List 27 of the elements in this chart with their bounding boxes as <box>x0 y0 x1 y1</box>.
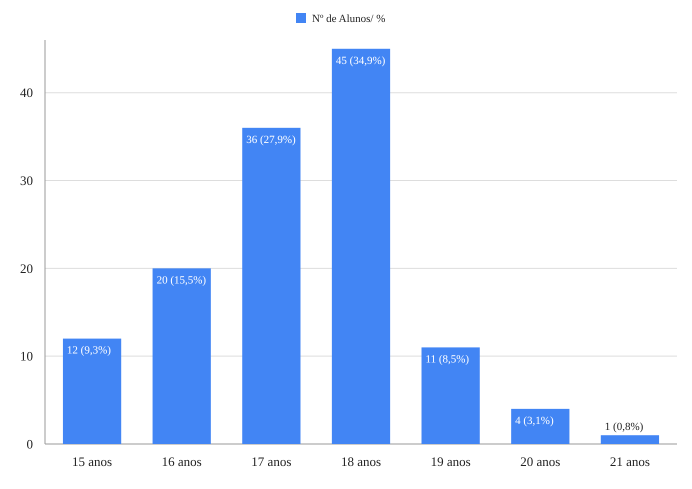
x-tick-label: 21 anos <box>610 454 650 469</box>
text: 36 (27,9%) <box>246 134 296 146</box>
text: 20 (15,5%) <box>156 274 206 286</box>
bar <box>242 128 300 444</box>
text: 11 (8,5%) <box>426 353 470 366</box>
y-tick-label: 20 <box>20 260 33 276</box>
text: 1 (0,8%) <box>604 421 644 434</box>
x-tick-label: 18 anos <box>340 454 382 469</box>
bar <box>600 435 660 444</box>
legend-label: Nº de Alunos/ % <box>312 12 386 25</box>
bar <box>152 268 211 444</box>
y-tick-label: 10 <box>20 348 33 364</box>
bar <box>422 347 480 444</box>
text: 12 (9,3%) <box>66 344 111 357</box>
y-tick-label: 0 <box>26 436 33 452</box>
text: 4 (3,1%) <box>515 414 554 427</box>
x-tick-label: 16 anos <box>162 454 202 469</box>
y-tick-label: 30 <box>20 173 33 188</box>
bar <box>332 48 390 444</box>
x-tick-label: 19 anos <box>430 454 471 469</box>
text: 45 (34,9%) <box>336 54 386 67</box>
bar <box>62 338 122 444</box>
bar <box>511 408 570 444</box>
y-tick-label: 40 <box>20 85 33 100</box>
x-tick-label: 15 anos <box>72 454 112 469</box>
x-tick-label: 20 anos <box>520 454 560 469</box>
x-tick-label: 17 anos <box>251 454 292 469</box>
